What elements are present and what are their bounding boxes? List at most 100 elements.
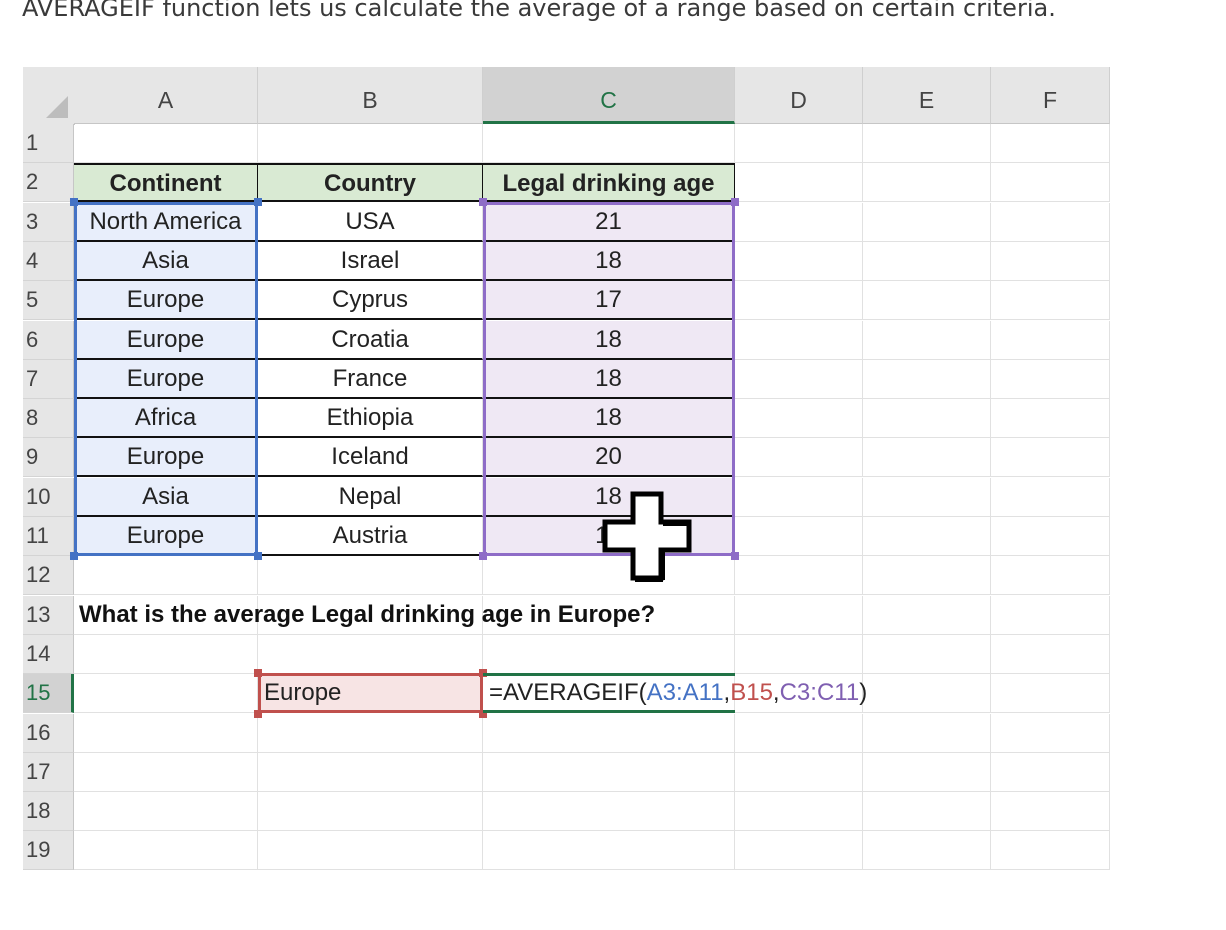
cell-f6[interactable] — [991, 321, 1110, 360]
range-c3-c11-handle-3[interactable] — [731, 552, 739, 560]
cell-e17[interactable] — [863, 753, 991, 792]
row-header-6[interactable]: 6 — [23, 321, 74, 360]
cell-b6[interactable]: Croatia — [258, 321, 483, 360]
cell-b14[interactable] — [258, 635, 483, 674]
cell-c4[interactable]: 18 — [483, 242, 735, 281]
cell-e9[interactable] — [863, 438, 991, 477]
cell-f5[interactable] — [991, 281, 1110, 320]
cell-f12[interactable] — [991, 556, 1110, 595]
cell-b1[interactable] — [258, 124, 483, 163]
cell-a16[interactable] — [74, 714, 258, 753]
cell-e5[interactable] — [863, 281, 991, 320]
cell-e13[interactable] — [863, 596, 991, 635]
row-header-4[interactable]: 4 — [23, 242, 74, 281]
cell-d4[interactable] — [735, 242, 863, 281]
column-header-f[interactable]: F — [991, 67, 1110, 124]
cell-d3[interactable] — [735, 203, 863, 242]
cell-c17[interactable] — [483, 753, 735, 792]
cell-c16[interactable] — [483, 714, 735, 753]
range-a3-a11-handle-3[interactable] — [254, 552, 262, 560]
cell-e1[interactable] — [863, 124, 991, 163]
row-header-12[interactable]: 12 — [23, 556, 74, 595]
range-b15-handle-1[interactable] — [479, 669, 487, 677]
cell-f11[interactable] — [991, 517, 1110, 556]
cell-f10[interactable] — [991, 478, 1110, 517]
cell-b17[interactable] — [258, 753, 483, 792]
cell-c5[interactable]: 17 — [483, 281, 735, 320]
cell-f17[interactable] — [991, 753, 1110, 792]
cell-c2[interactable]: Legal drinking age — [483, 163, 735, 202]
cell-a7[interactable]: Europe — [74, 360, 258, 399]
range-b15-handle-3[interactable] — [479, 710, 487, 718]
range-b15-handle-0[interactable] — [254, 669, 262, 677]
cell-e7[interactable] — [863, 360, 991, 399]
cell-d1[interactable] — [735, 124, 863, 163]
range-a3-a11-handle-1[interactable] — [254, 198, 262, 206]
row-header-19[interactable]: 19 — [23, 831, 74, 870]
cell-c1[interactable] — [483, 124, 735, 163]
cell-a14[interactable] — [74, 635, 258, 674]
cell-a15[interactable] — [74, 674, 258, 713]
column-header-d[interactable]: D — [735, 67, 863, 124]
cell-f8[interactable] — [991, 399, 1110, 438]
cell-b12[interactable] — [258, 556, 483, 595]
cell-f15[interactable] — [991, 674, 1110, 713]
cell-b7[interactable]: France — [258, 360, 483, 399]
range-c3-c11-handle-1[interactable] — [731, 198, 739, 206]
cell-c9[interactable]: 20 — [483, 438, 735, 477]
range-a3-a11-handle-2[interactable] — [70, 552, 78, 560]
cell-d11[interactable] — [735, 517, 863, 556]
cell-b15[interactable]: Europe — [258, 674, 483, 713]
cell-b4[interactable]: Israel — [258, 242, 483, 281]
cell-a2[interactable]: Continent — [74, 163, 258, 202]
cell-a18[interactable] — [74, 792, 258, 831]
cell-d5[interactable] — [735, 281, 863, 320]
cell-f4[interactable] — [991, 242, 1110, 281]
select-all-corner[interactable] — [23, 67, 75, 125]
cell-b3[interactable]: USA — [258, 203, 483, 242]
cell-d2[interactable] — [735, 163, 863, 202]
cell-f14[interactable] — [991, 635, 1110, 674]
row-header-7[interactable]: 7 — [23, 360, 74, 399]
row-header-3[interactable]: 3 — [23, 203, 74, 242]
cell-e19[interactable] — [863, 831, 991, 870]
column-header-e[interactable]: E — [863, 67, 991, 124]
cell-f9[interactable] — [991, 438, 1110, 477]
cell-a1[interactable] — [74, 124, 258, 163]
column-header-a[interactable]: A — [74, 67, 258, 124]
cell-e3[interactable] — [863, 203, 991, 242]
row-header-9[interactable]: 9 — [23, 438, 74, 477]
cell-f13[interactable] — [991, 596, 1110, 635]
row-header-8[interactable]: 8 — [23, 399, 74, 438]
cell-b19[interactable] — [258, 831, 483, 870]
cell-a10[interactable]: Asia — [74, 478, 258, 517]
row-header-16[interactable]: 16 — [23, 714, 74, 753]
cell-d9[interactable] — [735, 438, 863, 477]
cell-d13[interactable] — [735, 596, 863, 635]
row-header-11[interactable]: 11 — [23, 517, 74, 556]
cell-f18[interactable] — [991, 792, 1110, 831]
cell-d8[interactable] — [735, 399, 863, 438]
cell-f1[interactable] — [991, 124, 1110, 163]
row-header-5[interactable]: 5 — [23, 281, 74, 320]
cell-f19[interactable] — [991, 831, 1110, 870]
cell-b5[interactable]: Cyprus — [258, 281, 483, 320]
cell-a8[interactable]: Africa — [74, 399, 258, 438]
cell-b9[interactable]: Iceland — [258, 438, 483, 477]
cell-b10[interactable]: Nepal — [258, 478, 483, 517]
cell-e10[interactable] — [863, 478, 991, 517]
cell-b11[interactable]: Austria — [258, 517, 483, 556]
row-header-17[interactable]: 17 — [23, 753, 74, 792]
cell-f2[interactable] — [991, 163, 1110, 202]
range-b15-handle-2[interactable] — [254, 710, 262, 718]
cell-d6[interactable] — [735, 321, 863, 360]
cell-a4[interactable]: Asia — [74, 242, 258, 281]
column-header-c[interactable]: C — [483, 67, 735, 124]
cell-f3[interactable] — [991, 203, 1110, 242]
cell-a17[interactable] — [74, 753, 258, 792]
cell-e12[interactable] — [863, 556, 991, 595]
formula-cell-c15[interactable]: =AVERAGEIF(A3:A11,B15,C3:C11) — [489, 674, 867, 712]
row-header-1[interactable]: 1 — [23, 124, 74, 163]
cell-d17[interactable] — [735, 753, 863, 792]
cell-e6[interactable] — [863, 321, 991, 360]
